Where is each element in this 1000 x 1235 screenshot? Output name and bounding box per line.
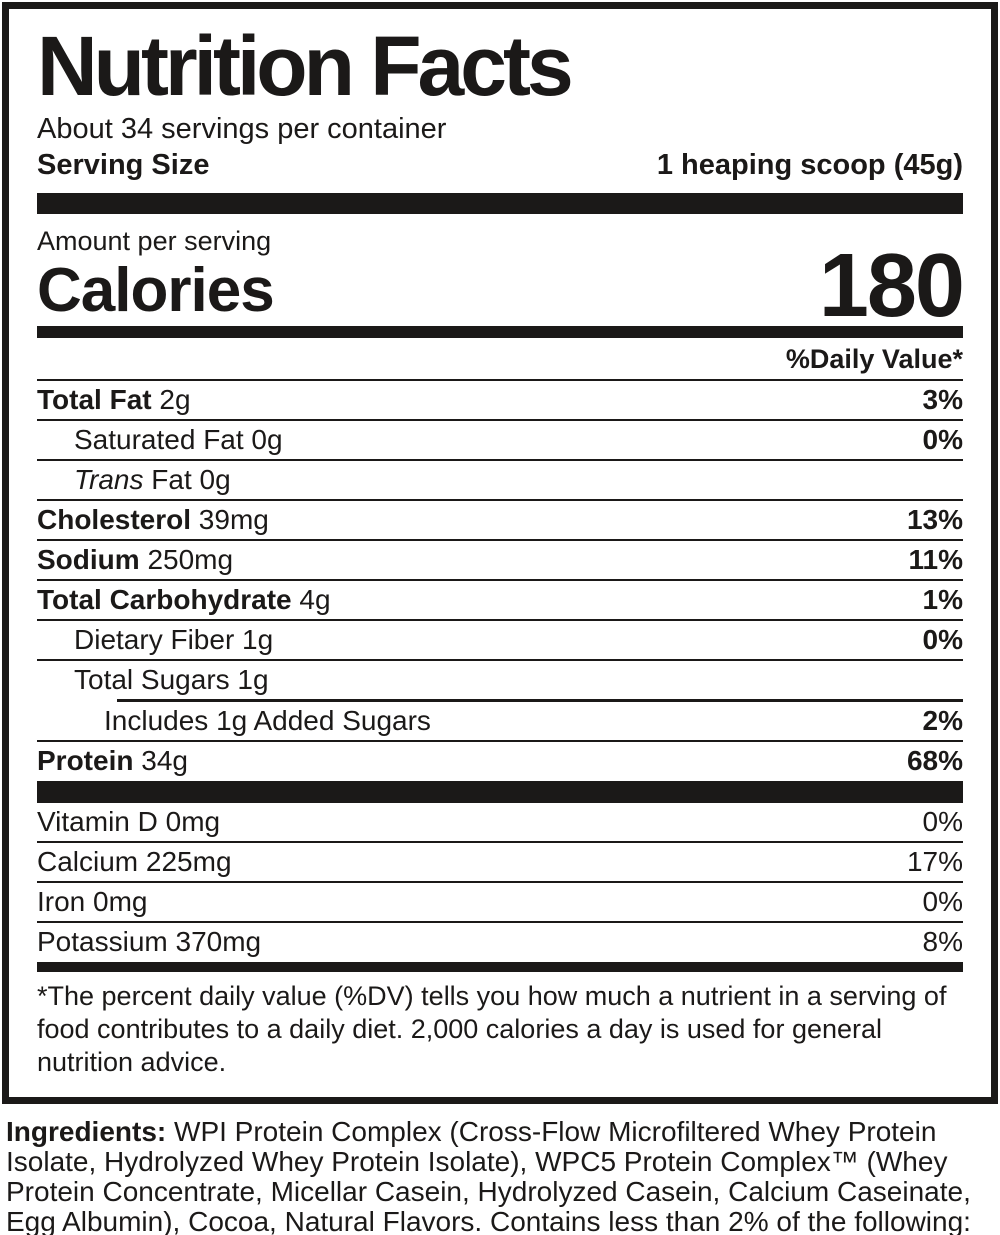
divider-bar-thick — [37, 780, 963, 803]
calories-label: Calories — [37, 256, 275, 325]
nutrient-name: Cholesterol 39mg — [37, 504, 269, 535]
nutrient-row: Includes 1g Added Sugars 2% — [37, 702, 963, 742]
nutrient-name: Vitamin D 0mg — [37, 805, 221, 837]
nutrition-facts-title: Nutrition Facts — [37, 19, 574, 113]
daily-value-percent: 1% — [922, 584, 963, 615]
servings-per-container: About 34 servings per container — [37, 113, 447, 145]
nutrient-name: Includes 1g Added Sugars — [104, 704, 431, 736]
daily-value-percent: 13% — [906, 504, 963, 535]
nutrient-row: Total Sugars 1g — [37, 661, 963, 699]
ingredients-text: WPI Protein Complex (Cross-Flow Microfil… — [6, 1115, 971, 1235]
nutrient-name: Trans Fat 0g — [74, 464, 231, 495]
nutrient-row: Iron 0mg 0% — [37, 883, 963, 923]
serving-size-label: Serving Size — [37, 149, 210, 181]
nutrient-name: Saturated Fat 0g — [74, 424, 283, 455]
calories-value: 180 — [818, 236, 965, 336]
nutrient-name: Potassium 370mg — [37, 925, 262, 957]
nutrient-row: Sodium 250mg 11% — [37, 541, 963, 581]
ingredients-lead: Ingredients: — [6, 1115, 167, 1147]
daily-value-header: %Daily Value* — [37, 338, 963, 381]
daily-value-percent: 2% — [922, 704, 963, 736]
nutrition-facts-panel: Nutrition Facts About 34 servings per co… — [2, 2, 998, 1104]
daily-value-percent: 3% — [922, 384, 963, 415]
nutrient-name: Total Carbohydrate 4g — [37, 584, 331, 615]
daily-value-percent: 17% — [906, 845, 963, 877]
nutrient-row: Potassium 370mg 8% — [37, 923, 963, 961]
divider-bar-thick — [37, 193, 963, 214]
serving-size-row: Serving Size 1 heaping scoop (45g) — [37, 147, 963, 183]
nutrient-name: Calcium 225mg — [37, 845, 232, 877]
calories-block: Amount per serving Calories 180 — [37, 226, 965, 336]
divider-bar-medium — [37, 326, 963, 338]
nutrient-name: Sodium 250mg — [37, 544, 234, 575]
daily-value-percent: 0% — [922, 805, 963, 837]
nutrient-name: Protein 34g — [37, 744, 188, 776]
nutrient-name: Total Fat 2g — [37, 384, 191, 415]
daily-value-percent: 8% — [922, 925, 963, 957]
divider-bar-medium — [37, 961, 963, 972]
nutrient-row: Calcium 225mg 17% — [37, 843, 963, 883]
nutrient-row: Cholesterol 39mg 13% — [37, 501, 963, 541]
serving-size-value: 1 heaping scoop (45g) — [656, 149, 963, 181]
nutrient-name: Total Sugars 1g — [74, 664, 269, 695]
nutrient-row: Total Carbohydrate 4g 1% — [37, 581, 963, 621]
amount-per-serving-label: Amount per serving — [37, 226, 272, 256]
nutrient-name: Dietary Fiber 1g — [74, 624, 274, 655]
daily-value-percent: 11% — [908, 544, 964, 575]
daily-value-percent: 0% — [922, 885, 963, 917]
nutrient-row: Dietary Fiber 1g 0% — [37, 621, 963, 661]
calories-left: Amount per serving Calories — [37, 226, 275, 325]
daily-value-percent: 68% — [906, 744, 963, 776]
nutrient-rows: Total Fat 2g 3% Saturated Fat 0g 0% Trans Fa… — [37, 381, 963, 972]
nutrient-row: Protein 34g 68% — [37, 742, 963, 780]
partial-divider — [117, 699, 963, 702]
ingredients-paragraph: Ingredients: WPI Protein Complex (Cross-… — [6, 1115, 994, 1235]
daily-value-percent: 0% — [922, 424, 963, 455]
nutrient-row: Vitamin D 0mg 0% — [37, 803, 963, 843]
daily-value-footnote: *The percent daily value (%DV) tells you… — [37, 980, 947, 1077]
nutrient-name: Iron 0mg — [37, 885, 148, 917]
daily-value-percent: 0% — [922, 624, 963, 655]
nutrient-row: Trans Fat 0g — [37, 461, 963, 501]
nutrient-row: Saturated Fat 0g 0% — [37, 421, 963, 461]
nutrient-row: Total Fat 2g 3% — [37, 381, 963, 421]
